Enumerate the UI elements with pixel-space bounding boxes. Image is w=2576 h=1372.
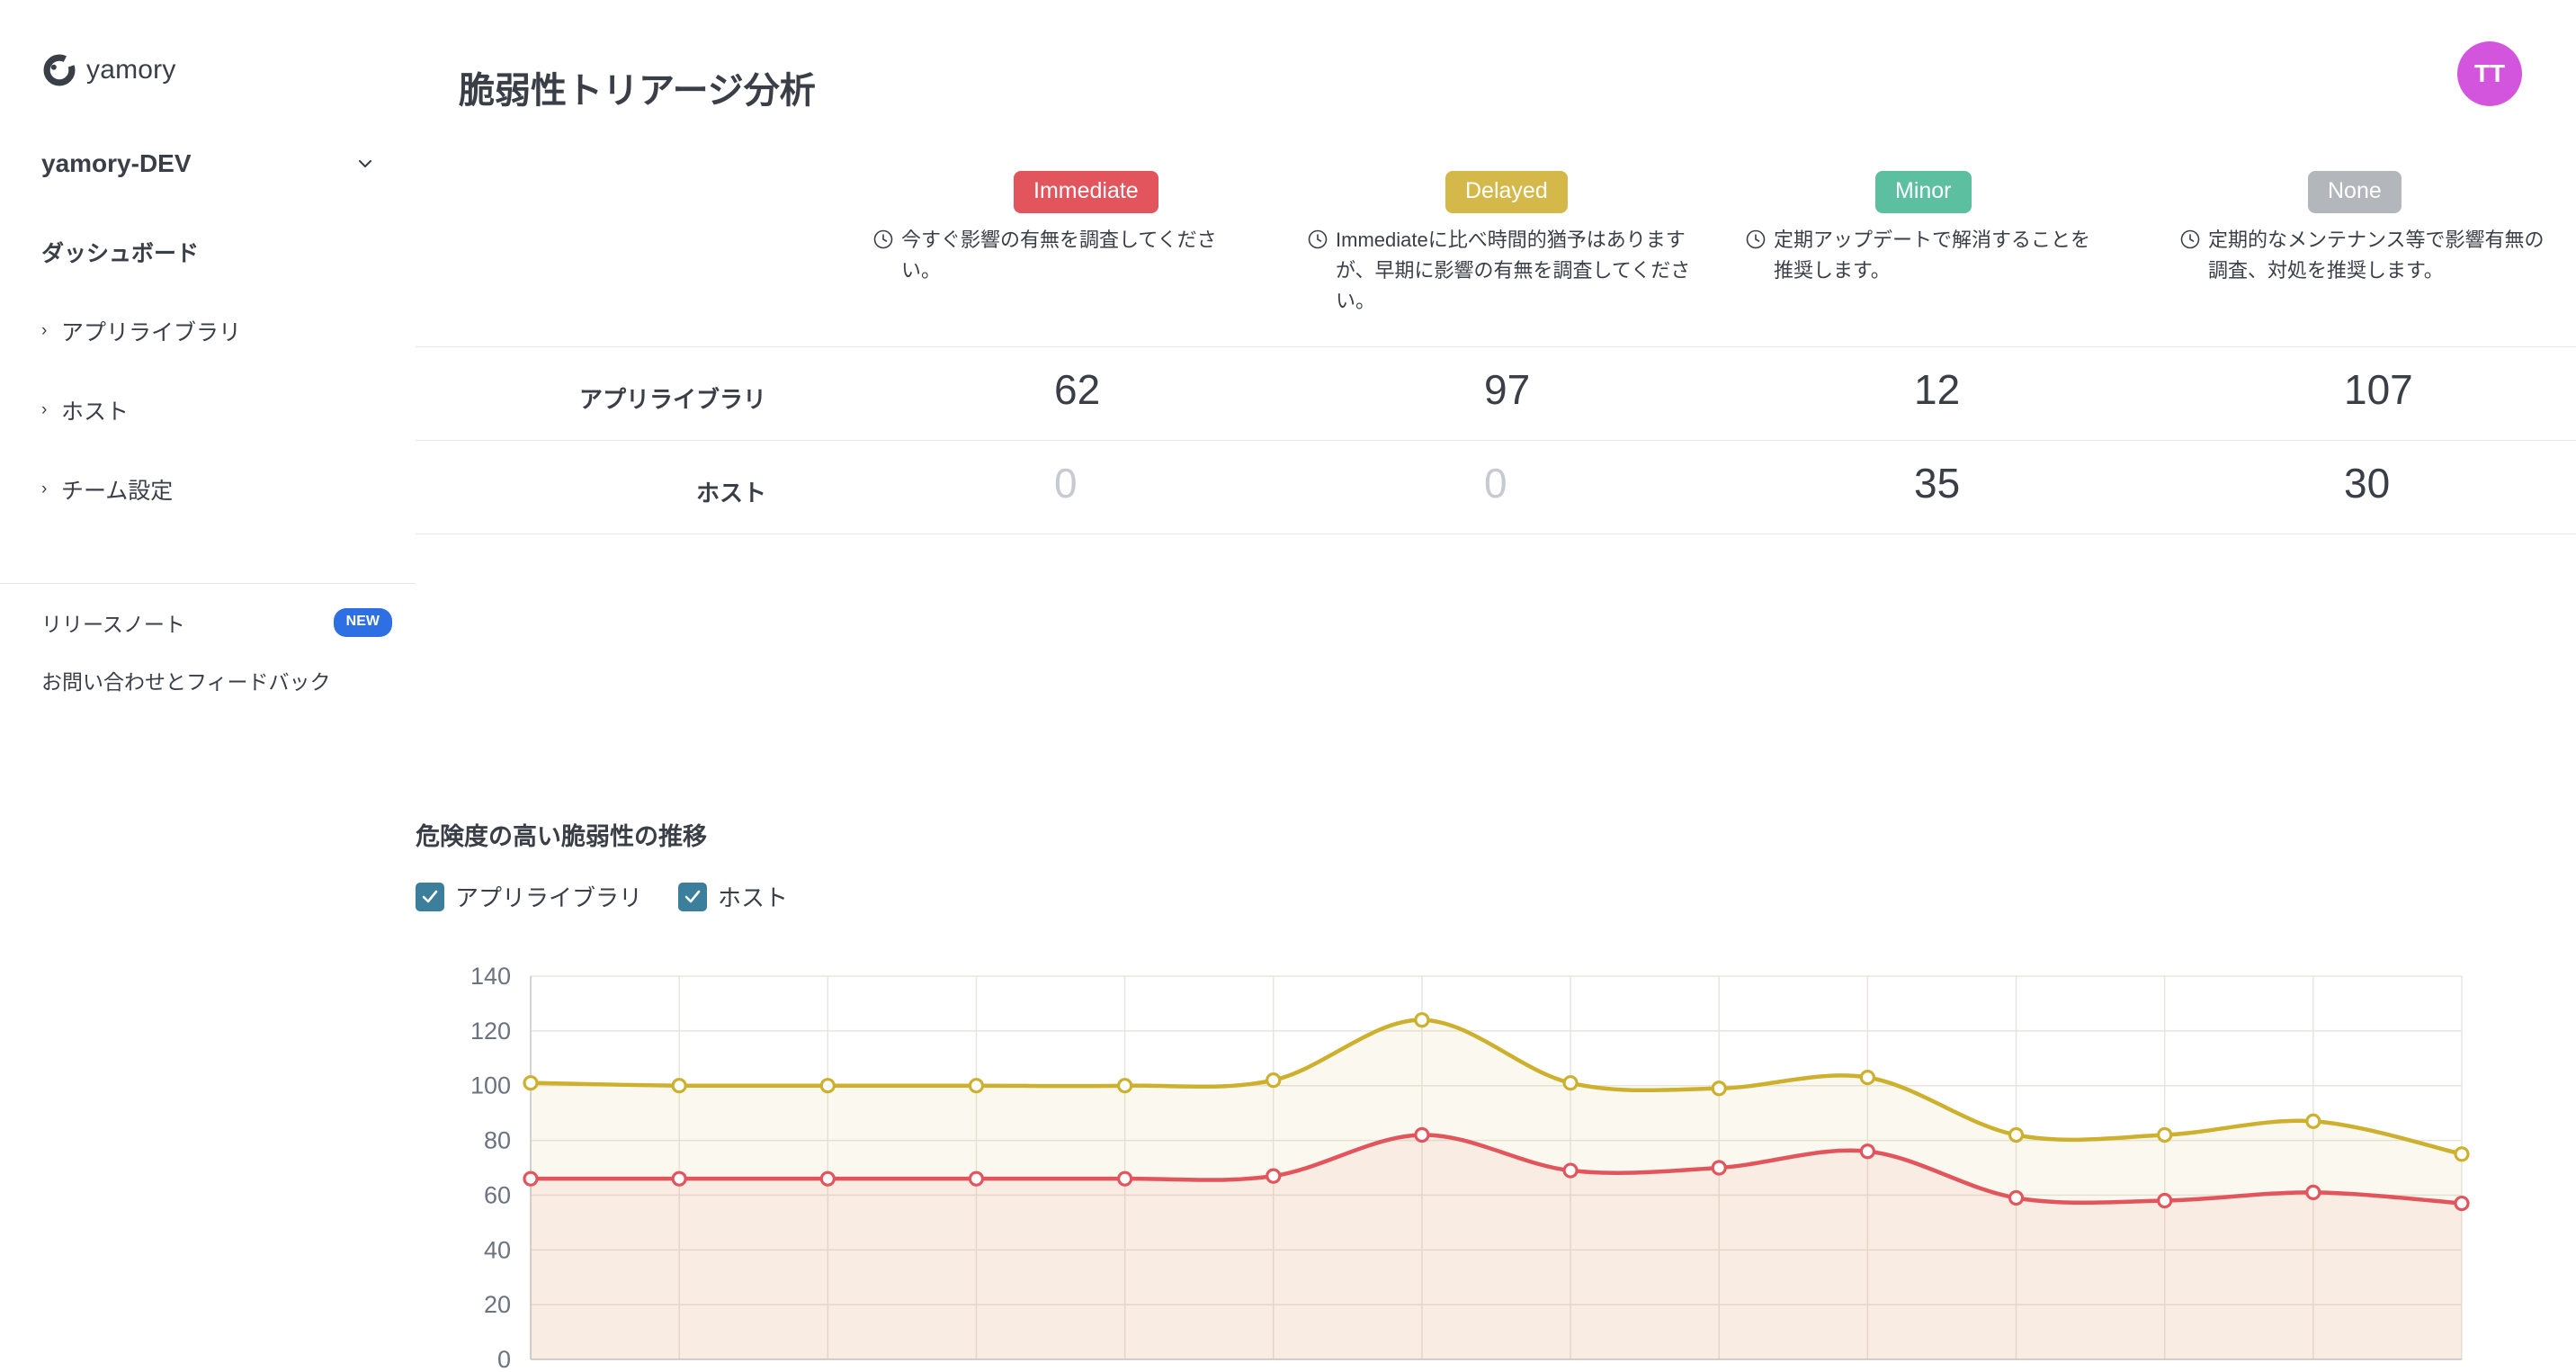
svg-text:140: 140 [470,963,511,990]
svg-text:60: 60 [484,1181,511,1208]
svg-text:100: 100 [470,1072,511,1099]
svg-text:20: 20 [484,1291,511,1318]
svg-text:120: 120 [470,1018,511,1045]
svg-text:0: 0 [497,1346,511,1372]
svg-text:40: 40 [484,1236,511,1263]
svg-text:80: 80 [484,1127,511,1154]
